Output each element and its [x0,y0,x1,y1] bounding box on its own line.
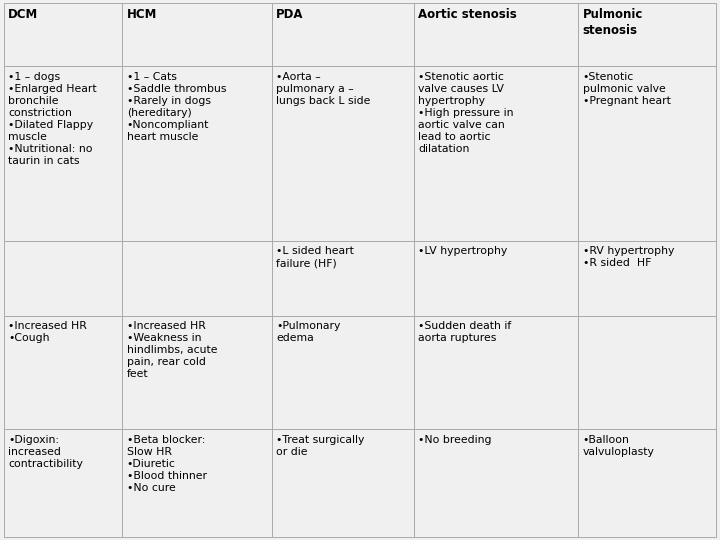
Bar [122,316,272,429]
Bar [4,241,122,316]
Text: •1 – dogs
•Enlarged Heart
bronchile
constriction
•Dilated Flappy
muscle
•Nutriti: •1 – dogs •Enlarged Heart bronchile cons… [8,72,96,166]
Bar [272,316,414,429]
Text: DCM: DCM [8,8,38,21]
Bar [414,429,578,537]
Bar [272,429,414,537]
Text: •Increased HR
•Cough: •Increased HR •Cough [8,321,87,343]
Bar [122,241,272,316]
Text: •No breeding: •No breeding [418,435,492,444]
Bar [4,3,122,66]
Text: •RV hypertrophy
•R sided  HF: •RV hypertrophy •R sided HF [582,246,674,268]
Text: •Increased HR
•Weakness in
hindlimbs, acute
pain, rear cold
feet: •Increased HR •Weakness in hindlimbs, ac… [127,321,217,379]
Text: •Balloon
valvuloplasty: •Balloon valvuloplasty [582,435,654,457]
Bar [578,429,716,537]
Text: •Sudden death if
aorta ruptures: •Sudden death if aorta ruptures [418,321,511,343]
Bar [272,66,414,241]
Bar [4,66,122,241]
Bar [414,66,578,241]
Text: •Treat surgically
or die: •Treat surgically or die [276,435,364,457]
Text: •Stenotic
pulmonic valve
•Pregnant heart: •Stenotic pulmonic valve •Pregnant heart [582,72,670,106]
Text: Pulmonic
stenosis: Pulmonic stenosis [582,8,643,37]
Bar [272,3,414,66]
Bar [4,429,122,537]
Bar [122,429,272,537]
Text: •Pulmonary
edema: •Pulmonary edema [276,321,341,343]
Bar [122,3,272,66]
Text: •1 – Cats
•Saddle thrombus
•Rarely in dogs
(hereditary)
•Noncompliant
heart musc: •1 – Cats •Saddle thrombus •Rarely in do… [127,72,226,142]
Bar [578,241,716,316]
Text: HCM: HCM [127,8,157,21]
Bar [122,66,272,241]
Text: •Digoxin:
increased
contractibility: •Digoxin: increased contractibility [8,435,83,469]
Bar [578,3,716,66]
Bar [578,66,716,241]
Text: •Beta blocker:
Slow HR
•Diuretic
•Blood thinner
•No cure: •Beta blocker: Slow HR •Diuretic •Blood … [127,435,207,492]
Text: PDA: PDA [276,8,304,21]
Text: •Aorta –
pulmonary a –
lungs back L side: •Aorta – pulmonary a – lungs back L side [276,72,371,106]
Text: •LV hypertrophy: •LV hypertrophy [418,246,507,256]
Bar [272,241,414,316]
Text: •L sided heart
failure (HF): •L sided heart failure (HF) [276,246,354,268]
Bar [414,316,578,429]
Bar [578,316,716,429]
Bar [414,241,578,316]
Bar [4,316,122,429]
Bar [414,3,578,66]
Text: Aortic stenosis: Aortic stenosis [418,8,517,21]
Text: •Stenotic aortic
valve causes LV
hypertrophy
•High pressure in
aortic valve can
: •Stenotic aortic valve causes LV hypertr… [418,72,513,154]
